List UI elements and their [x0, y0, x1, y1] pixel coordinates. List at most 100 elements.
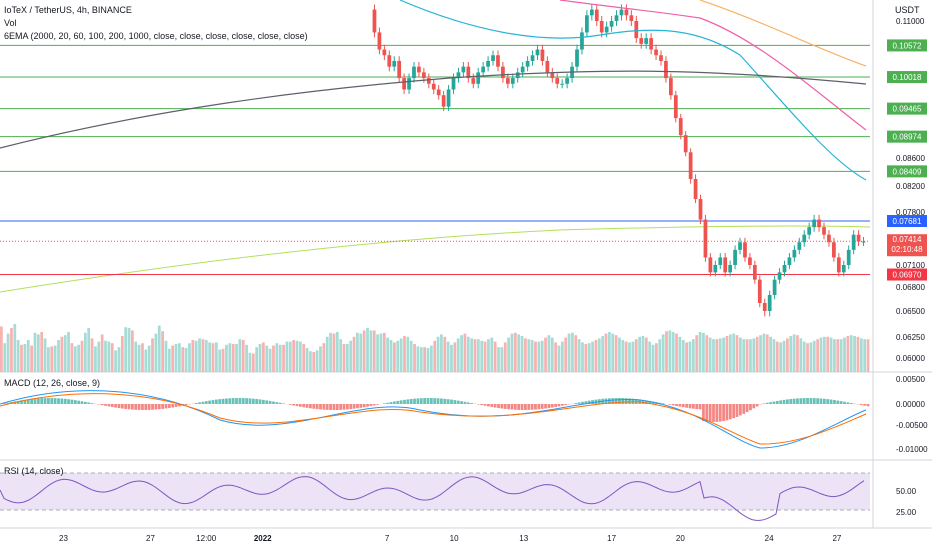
price-tick-0.06800: 0.06800 — [896, 283, 925, 292]
macd-hist-bar — [826, 399, 830, 404]
macd-hist-bar — [806, 398, 809, 404]
macd-hist-bar — [124, 404, 128, 409]
volume-bar — [255, 347, 259, 372]
macd-hist-bar — [87, 402, 91, 404]
macd-hist-bar — [228, 398, 232, 404]
volume-bar — [567, 333, 571, 372]
volume-bar — [292, 340, 295, 372]
level-label-0.09465: 0.09465 — [893, 105, 922, 114]
candle — [777, 272, 782, 280]
volume-bar — [265, 345, 269, 372]
volume-bar — [120, 336, 124, 372]
volume-bar — [453, 342, 457, 372]
volume-bar — [534, 341, 537, 372]
candle — [505, 78, 510, 84]
rsi-line — [0, 476, 865, 521]
level-label-0.07681: 0.07681 — [893, 217, 922, 226]
candle — [594, 9, 599, 21]
candle — [575, 49, 579, 67]
volume-bar — [198, 338, 201, 372]
candle — [451, 78, 456, 90]
macd-hist-bar — [483, 404, 487, 406]
volume-bar — [6, 333, 10, 372]
volume-bar — [594, 340, 598, 372]
macd-hist-bar — [416, 398, 420, 404]
macd-hist-bar — [540, 404, 544, 409]
macd-hist-bar — [231, 398, 235, 404]
candle — [456, 72, 461, 79]
macd-hist-bar — [137, 404, 141, 410]
macd-hist-bar — [782, 399, 786, 404]
volume-bar — [208, 342, 212, 372]
current-price-label: 0.07414 — [893, 235, 922, 244]
volume-bar — [839, 339, 843, 372]
volume-bar — [241, 340, 245, 372]
macd-hist-bar — [214, 399, 218, 404]
macd-hist-bar — [537, 404, 541, 410]
candle — [446, 89, 451, 107]
volume-bar — [302, 344, 306, 372]
volume-bar — [517, 334, 521, 372]
macd-hist-bar — [419, 398, 423, 404]
volume-bar — [809, 342, 813, 372]
candle — [634, 21, 639, 39]
candle — [377, 32, 382, 50]
volume-bar — [131, 330, 134, 372]
candle — [856, 234, 861, 242]
volume-bar — [406, 336, 410, 372]
volume-bar — [319, 346, 322, 372]
volume-bar — [429, 345, 433, 372]
macd-hist-bar — [752, 404, 756, 409]
volume-bar — [581, 342, 584, 372]
macd-hist-bar — [144, 404, 148, 410]
volume-bar — [419, 347, 423, 372]
volume-bar — [752, 338, 756, 372]
volume-bar — [40, 332, 44, 372]
macd-hist-bar — [849, 403, 853, 404]
time-tick-23: 23 — [59, 534, 68, 543]
macd-hist-bar — [104, 404, 107, 406]
macd-hist-bar — [33, 398, 37, 404]
volume-bar — [685, 342, 689, 372]
volume-legend: Vol — [4, 18, 17, 28]
candle — [683, 135, 688, 153]
macd-hist-bar — [198, 402, 201, 404]
volume-bar — [577, 339, 581, 372]
volume-bar — [322, 343, 326, 372]
volume-bar — [201, 339, 205, 372]
macd-hist-bar — [241, 398, 245, 404]
macd-hist-bar — [466, 402, 470, 404]
volume-bar — [63, 335, 67, 372]
volume-bar — [366, 328, 369, 372]
macd-hist-bar — [406, 399, 410, 404]
macd-hist-bar — [527, 404, 531, 410]
macd-hist-bar — [70, 399, 74, 404]
candle — [372, 9, 377, 33]
volume-bar — [238, 339, 242, 372]
candle — [476, 72, 481, 84]
level-badge-0.10018 — [887, 71, 927, 84]
volume-bar — [826, 336, 830, 372]
volume-bar — [362, 330, 366, 372]
volume-bar — [194, 340, 198, 372]
macd-hist-bar — [349, 404, 353, 410]
candle — [836, 257, 841, 273]
volume-bar — [285, 341, 289, 372]
macd-hist-bar — [141, 404, 144, 410]
candle — [762, 303, 767, 311]
volume-bar — [60, 336, 64, 372]
volume-bar — [466, 336, 470, 372]
volume-bar — [154, 333, 158, 372]
volume-bar — [510, 333, 514, 372]
macd-hist-bar — [225, 398, 228, 404]
time-tick-27: 27 — [832, 534, 841, 543]
volume-bar — [127, 328, 131, 372]
macd-hist-bar — [43, 398, 47, 404]
volume-bar — [564, 337, 568, 372]
volume-bar — [497, 347, 500, 372]
volume-bar — [789, 336, 793, 372]
macd-hist-bar — [812, 398, 816, 404]
volume-bar — [597, 338, 601, 372]
volume-bar — [80, 340, 84, 372]
